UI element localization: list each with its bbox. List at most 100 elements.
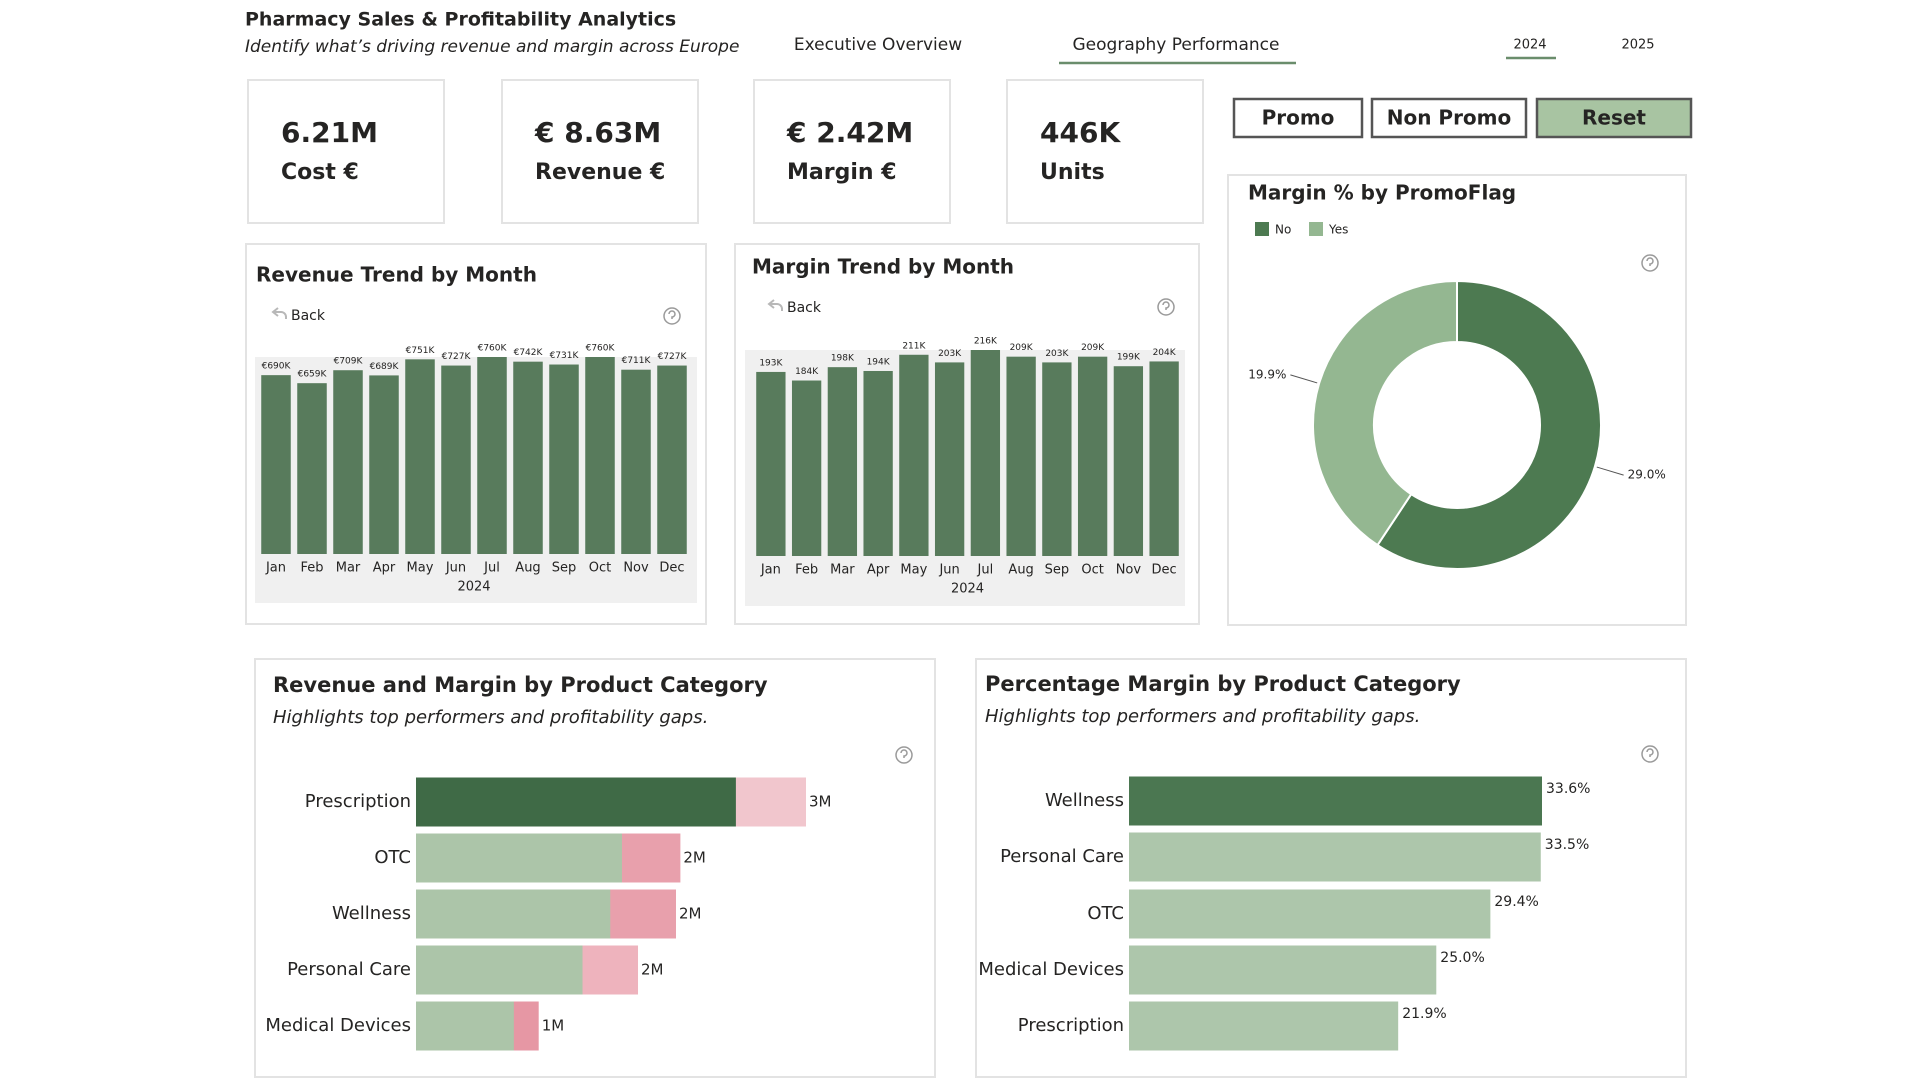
help-icon[interactable]	[1157, 298, 1175, 316]
bar	[261, 375, 291, 554]
data-label: 209K	[1010, 343, 1034, 353]
x-tick-label: Apr	[373, 561, 396, 576]
button-label[interactable]: Reset	[1582, 106, 1646, 130]
x-tick-label: Jun	[445, 561, 466, 576]
x-tick-label: Jan	[265, 561, 286, 576]
data-label: 2M	[679, 905, 702, 923]
x-tick-label: Feb	[795, 563, 818, 578]
bar	[1042, 362, 1072, 556]
data-label: 204K	[1153, 348, 1177, 358]
bar	[791, 380, 822, 556]
help-icon[interactable]	[1641, 254, 1659, 272]
x-tick-label: Apr	[867, 563, 890, 578]
filter-button[interactable]	[1370, 97, 1528, 139]
data-label: 21.9%	[1402, 1006, 1446, 1022]
legend-swatch	[1309, 222, 1323, 236]
year-option[interactable]: 2025	[1621, 38, 1654, 53]
tab[interactable]: Executive Overview	[794, 35, 962, 55]
x-axis-label: 2024	[457, 580, 490, 595]
back-button[interactable]: Back	[787, 300, 822, 316]
data-label: 29.4%	[1494, 894, 1538, 910]
button-label[interactable]: Promo	[1262, 106, 1335, 130]
help-icon[interactable]	[1641, 745, 1659, 763]
x-tick-label: Nov	[1116, 563, 1142, 578]
tab[interactable]: Geography Performance	[1073, 35, 1280, 55]
data-label: 203K	[1045, 349, 1069, 359]
bar	[297, 383, 327, 554]
year-option[interactable]: 2024	[1513, 38, 1546, 53]
x-tick-label: Mar	[830, 563, 855, 578]
kpi-label: Units	[1040, 160, 1105, 185]
data-label: €751K	[406, 346, 436, 356]
data-label: 211K	[902, 341, 926, 351]
bar	[1077, 356, 1108, 556]
x-tick-label: Mar	[336, 561, 361, 576]
kpi-card	[247, 79, 445, 224]
filter-button[interactable]	[1535, 97, 1693, 139]
leader-line	[1596, 466, 1624, 476]
y-tick-label: Wellness	[332, 903, 411, 924]
data-label: €711K	[622, 356, 652, 366]
panel	[1227, 174, 1687, 626]
bar	[1129, 945, 1437, 995]
data-label: 199K	[1117, 353, 1141, 363]
x-tick-label: Aug	[1008, 563, 1033, 578]
button-label[interactable]: Non Promo	[1387, 106, 1512, 130]
kpi-card	[501, 79, 699, 224]
bar	[827, 367, 858, 556]
bar	[513, 361, 543, 554]
kpi-value: € 8.63M	[534, 116, 661, 149]
legend-swatch	[1255, 222, 1269, 236]
data-label: 209K	[1081, 343, 1105, 353]
chart-title: Revenue Trend by Month	[256, 263, 537, 287]
data-label: €690K	[262, 362, 292, 372]
help-icon[interactable]	[663, 307, 681, 325]
filter-button[interactable]	[1232, 97, 1364, 139]
data-label: 33.5%	[1545, 837, 1589, 853]
x-tick-label: Sep	[1045, 563, 1070, 578]
donut-slice	[1312, 279, 1458, 547]
y-tick-label: Personal Care	[287, 959, 411, 980]
kpi-label: Revenue €	[535, 160, 665, 185]
data-label: €659K	[298, 370, 328, 380]
data-label: 216K	[974, 337, 998, 347]
data-label: 3M	[809, 793, 832, 811]
kpi-value: 446K	[1040, 116, 1121, 149]
data-label: 2M	[683, 849, 706, 867]
x-tick-label: Oct	[589, 561, 611, 576]
bar	[477, 357, 507, 554]
x-tick-label: Dec	[1152, 563, 1177, 578]
bar	[1129, 889, 1491, 939]
kpi-value: 6.21M	[281, 116, 378, 149]
kpi-card	[753, 79, 951, 224]
data-label: 203K	[938, 349, 962, 359]
bar	[899, 354, 929, 556]
x-tick-label: Jul	[977, 563, 994, 578]
data-label: €742K	[514, 348, 544, 358]
bar	[970, 350, 1001, 556]
bar	[441, 365, 471, 554]
y-tick-label: Prescription	[305, 791, 411, 812]
chart-title: Percentage Margin by Product Category	[985, 672, 1461, 696]
subtitle: Identify what’s driving revenue and marg…	[245, 37, 739, 57]
back-button[interactable]: Back	[291, 308, 326, 324]
bar	[1129, 1001, 1399, 1051]
bar	[416, 945, 583, 995]
kpi-label: Margin €	[787, 160, 897, 185]
data-label: 2M	[641, 961, 664, 979]
data-label: 1M	[542, 1017, 565, 1035]
x-tick-label: Sep	[552, 561, 577, 576]
data-label: 33.6%	[1546, 781, 1590, 797]
bar	[1113, 366, 1144, 556]
bar	[621, 369, 651, 554]
y-tick-label: Medical Devices	[978, 959, 1124, 980]
bar	[657, 365, 687, 554]
x-tick-label: Nov	[623, 561, 649, 576]
back-arrow	[271, 307, 287, 319]
y-tick-label: Personal Care	[1000, 846, 1124, 867]
chart-title: Margin % by PromoFlag	[1248, 181, 1516, 205]
help-icon[interactable]	[895, 746, 913, 764]
legend-label: No	[1275, 223, 1291, 237]
